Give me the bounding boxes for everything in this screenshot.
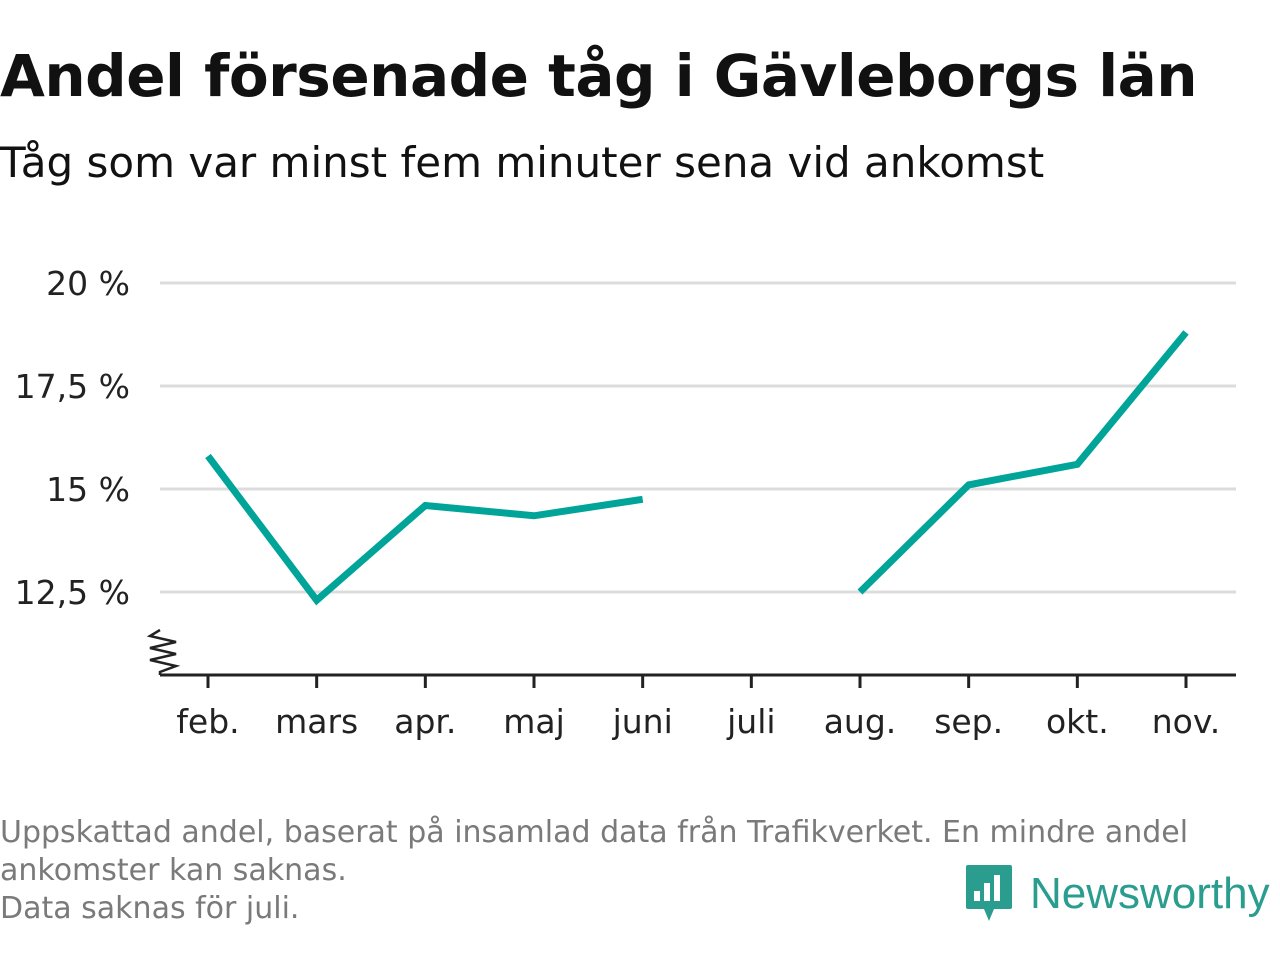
- footnote-line-2: ankomster kan saknas.: [0, 853, 347, 888]
- footnote-line-1: Uppskattad andel, baserat på insamlad da…: [0, 815, 1189, 850]
- y-tick-label: 17,5 %: [15, 367, 130, 406]
- axis-break-icon: [146, 628, 181, 675]
- x-tick-label: nov.: [1152, 702, 1221, 741]
- x-tick-label: mars: [275, 702, 358, 741]
- y-tick-label: 15 %: [46, 470, 130, 509]
- x-tick-label: juni: [612, 702, 673, 741]
- footnote: Uppskattad andel, baserat på insamlad da…: [0, 814, 1270, 928]
- x-tick-label: apr.: [394, 702, 456, 741]
- brand-name: Newsworthy: [1030, 869, 1270, 918]
- x-tick-label: sep.: [934, 702, 1003, 741]
- series-line: [857, 330, 1189, 595]
- brand-logo: Newsworthy: [964, 862, 1270, 926]
- x-tick-label: feb.: [176, 702, 239, 741]
- x-tick-label: okt.: [1046, 702, 1109, 741]
- footnote-line-3: Data saknas för juli.: [0, 891, 300, 926]
- x-tick-label: aug.: [824, 702, 897, 741]
- newsworthy-chart-icon: [966, 865, 1012, 921]
- chart-title: Andel försenade tåg i Gävleborgs län: [0, 42, 1198, 110]
- x-tick-label: maj: [503, 702, 565, 741]
- x-tick-label: juli: [726, 702, 775, 741]
- chart-subtitle: Tåg som var minst fem minuter sena vid a…: [0, 138, 1045, 187]
- y-tick-label: 20 %: [46, 264, 130, 303]
- y-tick-label: 12,5 %: [15, 573, 130, 612]
- series-line: [205, 453, 644, 606]
